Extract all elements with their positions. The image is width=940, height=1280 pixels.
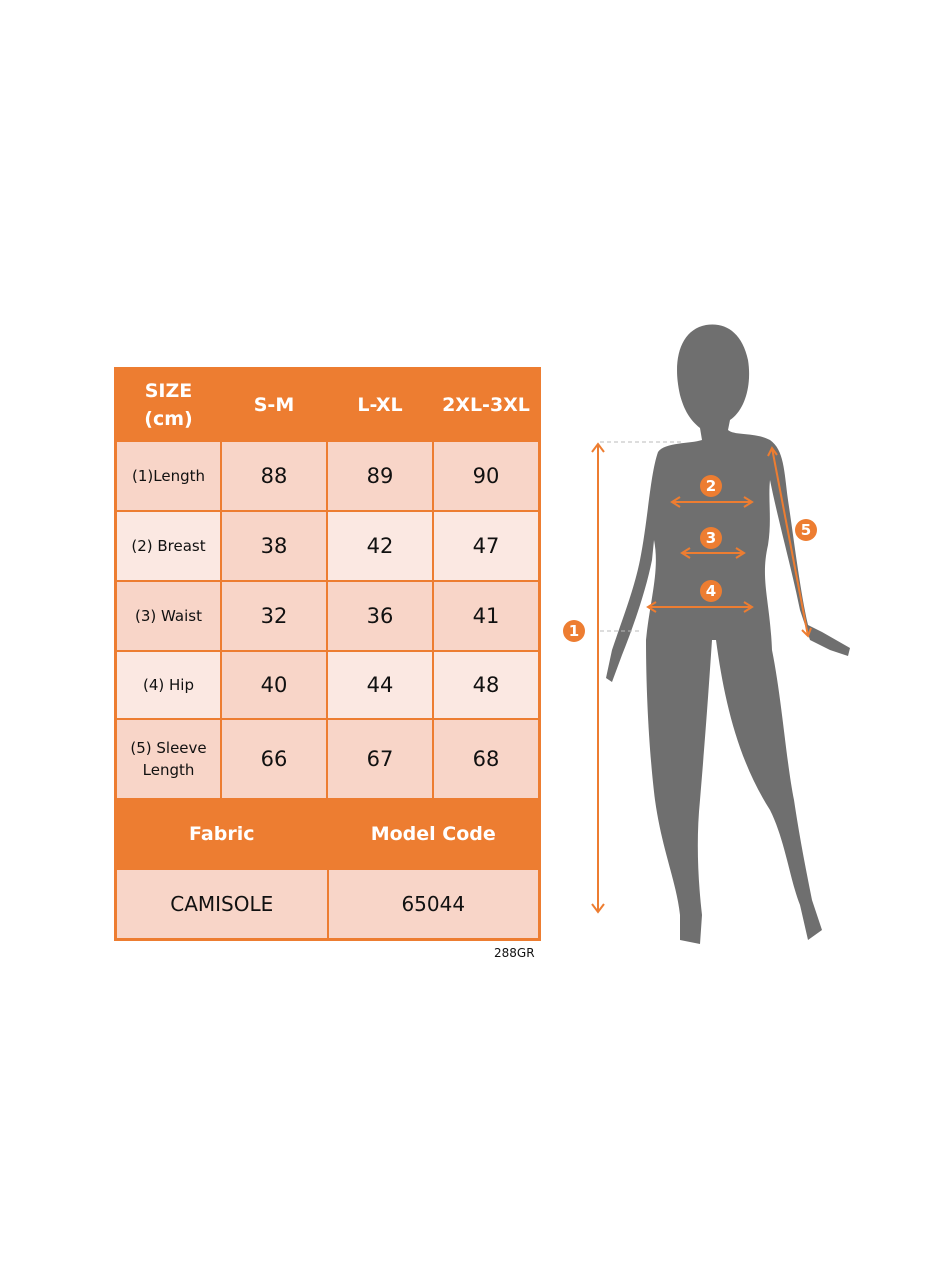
- marker-4: 4: [700, 580, 722, 602]
- table-row: (2) Breast 38 42 47: [116, 511, 539, 581]
- size-value: 67: [327, 719, 433, 799]
- size-value: 44: [327, 651, 433, 719]
- size-value: 88: [221, 441, 327, 511]
- row-label: (3) Waist: [116, 581, 221, 651]
- svg-text:1: 1: [569, 622, 579, 640]
- table-row: (1)Length 88 89 90: [116, 441, 539, 511]
- header-2xl-3xl: 2XL-3XL: [442, 394, 530, 416]
- header-l-xl: L-XL: [357, 394, 403, 416]
- svg-text:2: 2: [706, 477, 716, 495]
- size-value: 66: [221, 719, 327, 799]
- footer-value-row: CAMISOLE 65044: [116, 869, 539, 939]
- model-code-value: 65044: [327, 869, 539, 939]
- size-value: 38: [221, 511, 327, 581]
- marker-3: 3: [700, 527, 722, 549]
- size-value: 36: [327, 581, 433, 651]
- size-value: 41: [433, 581, 539, 651]
- woman-silhouette: [606, 324, 850, 944]
- size-value: 68: [433, 719, 539, 799]
- svg-text:5: 5: [801, 521, 811, 539]
- size-value: 89: [327, 441, 433, 511]
- row-label: (2) Breast: [116, 511, 221, 581]
- size-value: 40: [221, 651, 327, 719]
- sleeve-arrow: [771, 447, 809, 637]
- row-label: (4) Hip: [116, 651, 221, 719]
- fabric-value: CAMISOLE: [116, 869, 328, 939]
- table-row: (4) Hip 40 44 48: [116, 651, 539, 719]
- table-row: (5) Sleeve Length 66 67 68: [116, 719, 539, 799]
- product-code: 288GR: [494, 946, 535, 960]
- table-row: (3) Waist 32 36 41: [116, 581, 539, 651]
- svg-text:4: 4: [706, 582, 716, 600]
- size-value: 42: [327, 511, 433, 581]
- marker-1: 1: [563, 620, 585, 642]
- header-size: SIZE (cm): [144, 380, 193, 430]
- marker-5: 5: [795, 519, 817, 541]
- row-label: (5) Sleeve Length: [116, 719, 221, 799]
- header-s-m: S-M: [253, 394, 295, 416]
- size-value: 47: [433, 511, 539, 581]
- fabric-header: Fabric: [189, 823, 255, 845]
- marker-2: 2: [700, 475, 722, 497]
- size-value: 32: [221, 581, 327, 651]
- footer-header-row: Fabric Model Code: [116, 799, 539, 869]
- row-label: (1)Length: [116, 441, 221, 511]
- size-value: 48: [433, 651, 539, 719]
- size-value: 90: [433, 441, 539, 511]
- size-chart-table: SIZE (cm) S-M L-XL 2XL-3XL (1)Length 88 89…: [114, 367, 541, 941]
- svg-text:3: 3: [706, 529, 716, 547]
- header-row: SIZE (cm) S-M L-XL 2XL-3XL: [116, 369, 539, 441]
- model-code-header: Model Code: [370, 823, 496, 845]
